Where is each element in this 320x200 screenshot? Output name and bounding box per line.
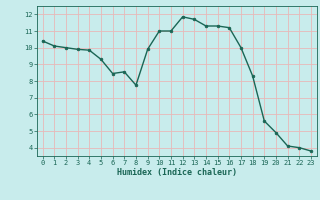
X-axis label: Humidex (Indice chaleur): Humidex (Indice chaleur) [117,168,237,177]
